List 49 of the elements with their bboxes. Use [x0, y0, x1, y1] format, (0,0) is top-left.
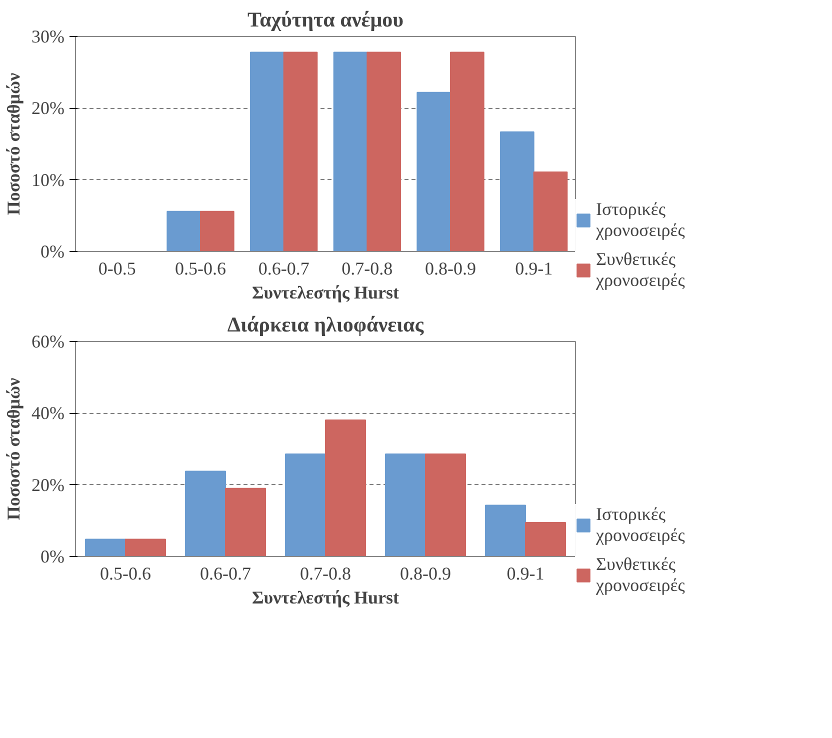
x-axis-title: Συντελεστής Hurst [252, 588, 400, 608]
x-tick-label: 0.8-0.9 [425, 258, 476, 278]
x-tick-label: 0-0.5 [98, 258, 136, 278]
x-tick-label: 0.9-1 [515, 258, 553, 278]
bar [500, 131, 534, 252]
bar [125, 538, 166, 556]
bar [85, 538, 126, 556]
bar [250, 52, 284, 252]
bar [333, 52, 368, 252]
bar [166, 210, 201, 252]
y-tick-label: 40% [32, 403, 65, 424]
y-tick-label: 20% [32, 474, 65, 495]
bar [425, 454, 466, 556]
y-axis-title: Ποσοστό σταθμών [4, 72, 24, 216]
bar [283, 52, 318, 252]
x-tick-label: 0.6-0.7 [258, 258, 310, 278]
bar [450, 52, 484, 252]
y-tick-label: 10% [32, 170, 65, 190]
bar [185, 470, 226, 556]
y-tick-label: 0% [40, 242, 65, 262]
legend-label: Συνθετικές χρονοσειρές [596, 554, 685, 596]
bar [366, 52, 401, 252]
x-axis-title: Συντελεστής Hurst [252, 282, 400, 302]
chart-title: Διάρκεια ηλιοφάνειας [227, 312, 425, 336]
x-tick-label: 0.5-0.6 [175, 258, 226, 278]
bar [385, 454, 426, 556]
bar [533, 171, 568, 252]
y-axis-title: Ποσοστό σταθμών [4, 378, 24, 520]
bar [325, 419, 366, 556]
bar [225, 488, 266, 556]
y-tick-label: 20% [32, 98, 65, 118]
legend-label: Συνθετικές χρονοσειρές [596, 249, 685, 291]
x-tick-label: 0.7-0.8 [342, 258, 393, 278]
legend-label: Ιστορικές χρονοσειρές [596, 199, 685, 241]
y-tick-label: 0% [40, 546, 65, 566]
bar [485, 504, 526, 556]
x-tick-label: 0.8-0.9 [400, 564, 452, 584]
legend-label: Ιστορικές χρονοσειρές [596, 504, 685, 546]
bar [285, 454, 326, 556]
x-tick-label: 0.7-0.8 [300, 564, 352, 584]
bar [416, 92, 451, 252]
x-tick-label: 0.5-0.6 [100, 564, 152, 584]
y-tick-label: 30% [32, 26, 65, 46]
x-tick-label: 0.6-0.7 [200, 564, 252, 584]
x-tick-label: 0.9-1 [506, 564, 544, 584]
y-tick-label: 60% [32, 332, 65, 352]
bar [525, 522, 566, 556]
chart-title: Ταχύτητα ανέμου [247, 8, 404, 32]
bar [200, 210, 234, 252]
